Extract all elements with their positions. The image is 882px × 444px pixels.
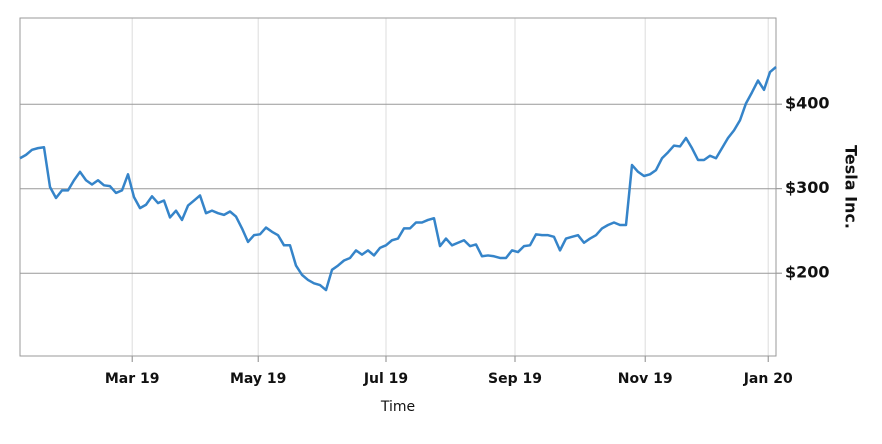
x-tick-label: May 19 [230,371,286,387]
x-tick-label: Jul 19 [363,371,408,387]
plot-frame [19,17,777,357]
y-tick-label: $300 [785,178,830,197]
x-tick-label: Sep 19 [488,371,542,387]
x-tick-label: Jan 20 [743,371,793,387]
y-tick-label: $200 [785,263,830,282]
x-tick-label: Nov 19 [618,371,673,387]
y-axis-label: Tesla Inc. [842,145,861,229]
y-tick-label: $400 [785,94,830,113]
x-axis-label: Time [380,399,415,415]
x-tick-label: Mar 19 [105,371,160,387]
data-line [19,66,777,292]
